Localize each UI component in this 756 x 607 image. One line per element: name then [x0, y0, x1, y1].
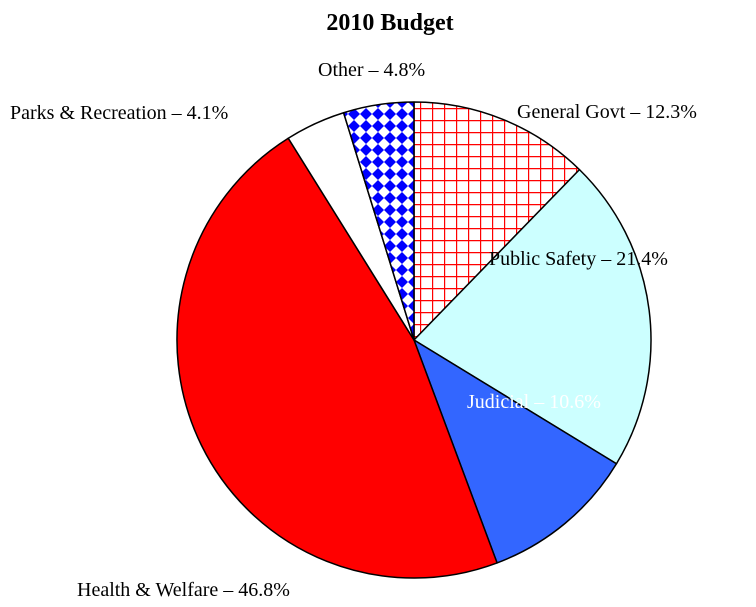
slice-label-general-govt: General Govt – 12.3%	[517, 101, 697, 123]
slice-label-judicial: Judicial – 10.6%	[467, 391, 601, 413]
slice-label-public-safety: Public Safety – 21.4%	[489, 248, 668, 270]
pie-slice-5	[342, 101, 415, 341]
pie-slice-3	[176, 137, 498, 579]
chart-title: 2010 Budget	[326, 10, 453, 36]
slice-labels: General Govt – 12.3% Public Safety – 21.…	[10, 59, 697, 601]
pie-slice-1	[413, 168, 652, 465]
pie-slices	[176, 101, 652, 579]
slice-label-other: Other – 4.8%	[318, 59, 425, 81]
slice-label-parks-recreation: Parks & Recreation – 4.1%	[10, 102, 228, 124]
pie-slice-2	[413, 339, 618, 564]
pie-slice-0	[413, 101, 581, 341]
slice-label-health-welfare: Health & Welfare – 46.8%	[77, 579, 290, 601]
